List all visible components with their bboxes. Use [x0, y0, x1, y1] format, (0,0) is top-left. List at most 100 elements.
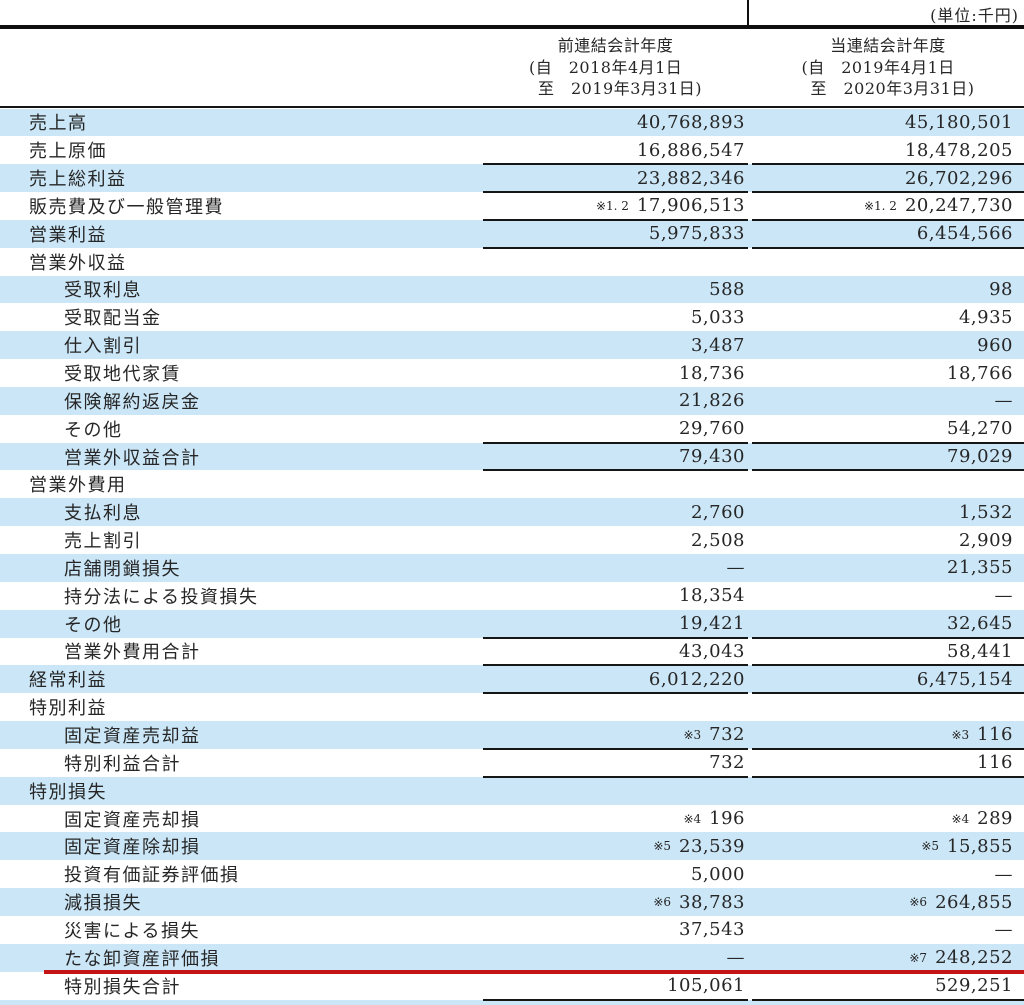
previous-period-cell: 3,487	[483, 331, 748, 359]
subtotal-rule-previous	[483, 469, 748, 472]
table-row: 支払利息 2,760 1,532	[0, 498, 1024, 527]
current-period-value: 960	[977, 334, 1013, 356]
subtotal-rule-previous	[483, 664, 748, 667]
current-period-cell: ※3 116	[752, 721, 1024, 749]
current-period-cell: —	[752, 860, 1024, 888]
row-label: 固定資産売却益	[64, 725, 201, 747]
current-period-value: 1,532	[958, 501, 1013, 523]
current-period-cell: ※6 264,855	[752, 888, 1024, 916]
previous-period-cell: 79,430	[483, 443, 748, 471]
current-period-cell: 6,454,566	[752, 220, 1024, 248]
row-label: 災害による損失	[64, 920, 200, 942]
current-period-value: 18,766	[947, 362, 1013, 384]
previous-period-cell	[483, 777, 748, 805]
table-row: 営業外費用	[0, 470, 1024, 498]
previous-period-value: 105,061	[667, 975, 745, 997]
current-period-cell: —	[752, 387, 1024, 415]
current-period-value: 264,855	[935, 891, 1013, 913]
note-reference: ※1. 2	[863, 198, 897, 213]
previous-period-value: 40,768,893	[636, 111, 745, 133]
table-row: 営業外収益	[0, 248, 1024, 276]
row-label: 売上総利益	[29, 169, 127, 191]
row-label: 売上割引	[64, 531, 142, 553]
row-label: 減損損失	[64, 893, 142, 915]
current-period-value: 58,441	[947, 640, 1013, 662]
row-label: 保険解約返戻金	[64, 391, 201, 413]
row-label: たな卸資産評価損	[64, 948, 220, 970]
row-label: 受取配当金	[64, 308, 162, 330]
previous-period-cell: 6,012,220	[483, 665, 748, 693]
current-period-cell: —	[752, 582, 1024, 610]
table-row: たな卸資産評価損 — ※7 248,252	[0, 943, 1024, 975]
current-period-cell: 4,935	[752, 303, 1024, 331]
previous-period-value: 29,760	[679, 418, 745, 440]
current-period-cell: 960	[752, 331, 1024, 359]
row-label: 特別利益	[29, 698, 107, 720]
previous-period-value: 2,760	[690, 501, 745, 523]
previous-period-cell: 2,508	[483, 526, 748, 554]
note-reference: ※3	[951, 727, 970, 742]
current-period-cell: 26,702,296	[752, 164, 1024, 192]
row-label: その他	[64, 419, 123, 441]
table-row: 固定資産売却損 ※4 196 ※4 289	[0, 805, 1024, 833]
table-header: 前連結会計年度 (自 2018年4月1日 至 2019年3月31日) 当連結会計…	[0, 29, 1024, 108]
previous-period-to: 至 2019年3月31日)	[537, 79, 702, 99]
row-label: 支払利息	[64, 503, 142, 525]
current-period-value: 116	[977, 752, 1013, 774]
previous-period-cell: 105,061	[483, 972, 748, 1000]
row-label: 営業外収益合計	[64, 447, 201, 469]
current-period-cell	[752, 470, 1024, 498]
table-row: 経常利益 6,012,220 6,475,154	[0, 665, 1024, 695]
current-period-cell: —	[752, 916, 1024, 944]
previous-period-cell: 18,736	[483, 359, 748, 387]
previous-period-value: 732	[709, 752, 745, 774]
note-reference: ※3	[683, 727, 702, 742]
current-period-value: 54,270	[947, 418, 1013, 440]
previous-period-value: 732	[709, 724, 745, 746]
table-row: 販売費及び一般管理費 ※1. 2 17,906,513 ※1. 2 20,247…	[0, 192, 1024, 221]
row-label: 特別損失	[29, 781, 107, 803]
current-period-to: 至 2020年3月31日)	[810, 79, 975, 99]
note-reference: ※1. 2	[595, 198, 629, 213]
current-period-value: —	[994, 919, 1013, 941]
previous-period-cell: 5,000	[483, 860, 748, 888]
row-label: 仕入割引	[64, 336, 142, 358]
subtotal-rule-previous	[483, 441, 748, 444]
current-period-cell	[752, 693, 1024, 721]
current-period-value: 116	[977, 724, 1013, 746]
row-label: 受取地代家賃	[64, 364, 181, 386]
subtotal-rule-previous	[483, 747, 748, 750]
current-period-value: 45,180,501	[904, 111, 1013, 133]
previous-period-cell: ※4 196	[483, 805, 748, 833]
previous-period-cell: —	[483, 944, 748, 972]
table-row: 減損損失 ※6 38,783 ※6 264,855	[0, 888, 1024, 916]
previous-period-value: —	[726, 947, 745, 969]
previous-period-cell: 16,886,547	[483, 136, 748, 164]
previous-period-value: 19,421	[679, 613, 745, 635]
table-row: 特別利益合計 732 116	[0, 749, 1024, 778]
previous-period-value: 5,000	[690, 863, 745, 885]
previous-period-cell: ※5 23,539	[483, 832, 748, 860]
previous-period-value: 38,783	[679, 891, 745, 913]
previous-period-cell: —	[483, 554, 748, 582]
current-period-value: 6,454,566	[916, 223, 1013, 245]
current-period-cell: 18,766	[752, 359, 1024, 387]
table-row: 売上高 40,768,893 45,180,501	[0, 108, 1024, 137]
table-row: 受取配当金 5,033 4,935	[0, 303, 1024, 331]
previous-period-value: 3,487	[690, 334, 745, 356]
current-period-value: 289	[977, 808, 1013, 830]
table-row: 固定資産売却益 ※3 732 ※3 116	[0, 721, 1024, 750]
table-row: 保険解約返戻金 21,826 —	[0, 386, 1024, 415]
row-label: 営業外費用合計	[64, 642, 201, 664]
previous-period-cell	[483, 248, 748, 276]
previous-period-value: 37,543	[679, 919, 745, 941]
subtotal-rule-current	[752, 998, 1024, 1001]
note-reference: ※6	[909, 895, 928, 910]
previous-period-cell: ※6 38,783	[483, 888, 748, 916]
row-label: その他	[64, 614, 123, 636]
row-label: 店舗閉鎖損失	[64, 558, 181, 580]
current-period-title: 当連結会計年度	[830, 36, 946, 56]
table-row: 特別損失	[0, 776, 1024, 805]
current-period-value: 529,251	[935, 975, 1013, 997]
subtotal-rule-current	[752, 191, 1024, 194]
